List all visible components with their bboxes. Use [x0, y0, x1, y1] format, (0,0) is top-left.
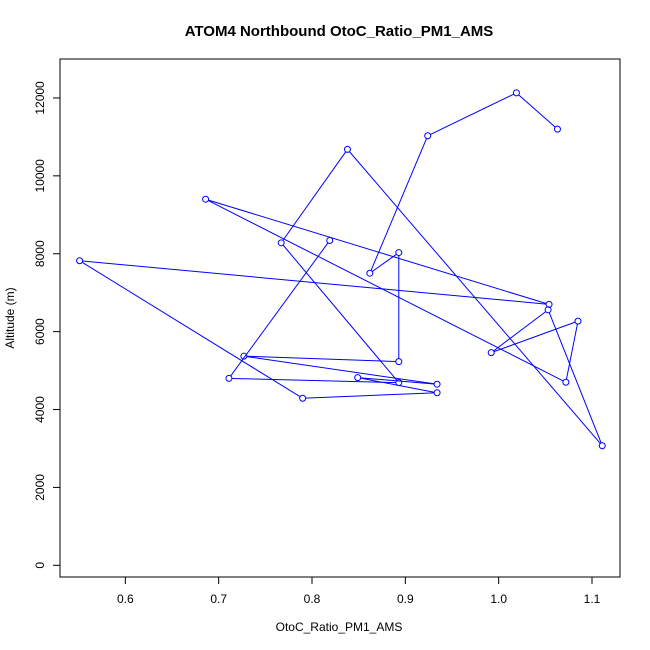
data-point [433, 380, 441, 388]
series-segment [282, 244, 398, 381]
series-segment [372, 253, 397, 272]
series-segment [493, 321, 576, 353]
data-point [76, 257, 84, 265]
series-segment [565, 323, 578, 380]
series-segment [81, 261, 301, 398]
x-tick-label: 0.8 [304, 592, 321, 606]
x-axis-label: OtoC_Ratio_PM1_AMS [276, 620, 403, 634]
series-segment [360, 377, 435, 385]
series-segment [246, 355, 396, 363]
series-segment [305, 392, 435, 399]
data-point [433, 389, 441, 397]
x-tick-label: 0.7 [210, 592, 227, 606]
y-tick-label: 6000 [33, 318, 47, 345]
series-segment [430, 93, 514, 135]
series-segment [518, 94, 556, 128]
y-tick-label: 8000 [33, 240, 47, 267]
data-point [395, 379, 403, 387]
series-lines [81, 93, 602, 444]
y-axis: 0 2000 4000 6000 8000 10000 12000 [33, 81, 61, 569]
data-point [240, 352, 248, 360]
data-point [202, 195, 210, 203]
data-point [395, 249, 403, 257]
data-point [277, 239, 285, 247]
data-point [598, 442, 606, 450]
series-segment [230, 242, 329, 377]
y-tick-label: 12000 [33, 81, 47, 115]
data-point [574, 317, 582, 325]
series-segment [493, 311, 547, 352]
x-tick-label: 1.1 [584, 592, 601, 606]
series-segment [246, 356, 435, 385]
data-point [343, 145, 351, 153]
series-segment [282, 151, 347, 241]
data-point [225, 374, 233, 382]
y-tick-label: 4000 [33, 396, 47, 423]
data-point [395, 358, 403, 366]
data-point [553, 125, 561, 133]
data-point [512, 89, 520, 97]
data-point [354, 374, 362, 382]
x-axis: 0.6 0.7 0.8 0.9 1.0 1.1 [117, 576, 601, 606]
series-segment [208, 200, 564, 382]
x-tick-label: 0.9 [397, 592, 414, 606]
series-segment [231, 377, 396, 384]
series-segment [548, 312, 602, 444]
data-point [487, 349, 495, 357]
data-point [299, 394, 307, 402]
series-points [76, 89, 606, 450]
data-point [326, 236, 334, 244]
data-point [424, 132, 432, 140]
series-segment [370, 138, 428, 271]
series-segment [208, 199, 547, 304]
data-point [366, 269, 374, 277]
data-point [544, 306, 552, 314]
y-tick-label: 10000 [33, 159, 47, 193]
chart-title: ATOM4 Northbound OtoC_Ratio_PM1_AMS [185, 23, 494, 40]
y-axis-label: Altitude (m) [3, 287, 17, 348]
y-tick-label: 0 [33, 562, 47, 569]
x-tick-label: 0.6 [117, 592, 134, 606]
plot-frame [59, 58, 621, 578]
x-tick-label: 1.0 [490, 592, 507, 606]
y-tick-label: 2000 [33, 474, 47, 501]
series-segment [349, 151, 601, 444]
data-point [562, 378, 570, 386]
